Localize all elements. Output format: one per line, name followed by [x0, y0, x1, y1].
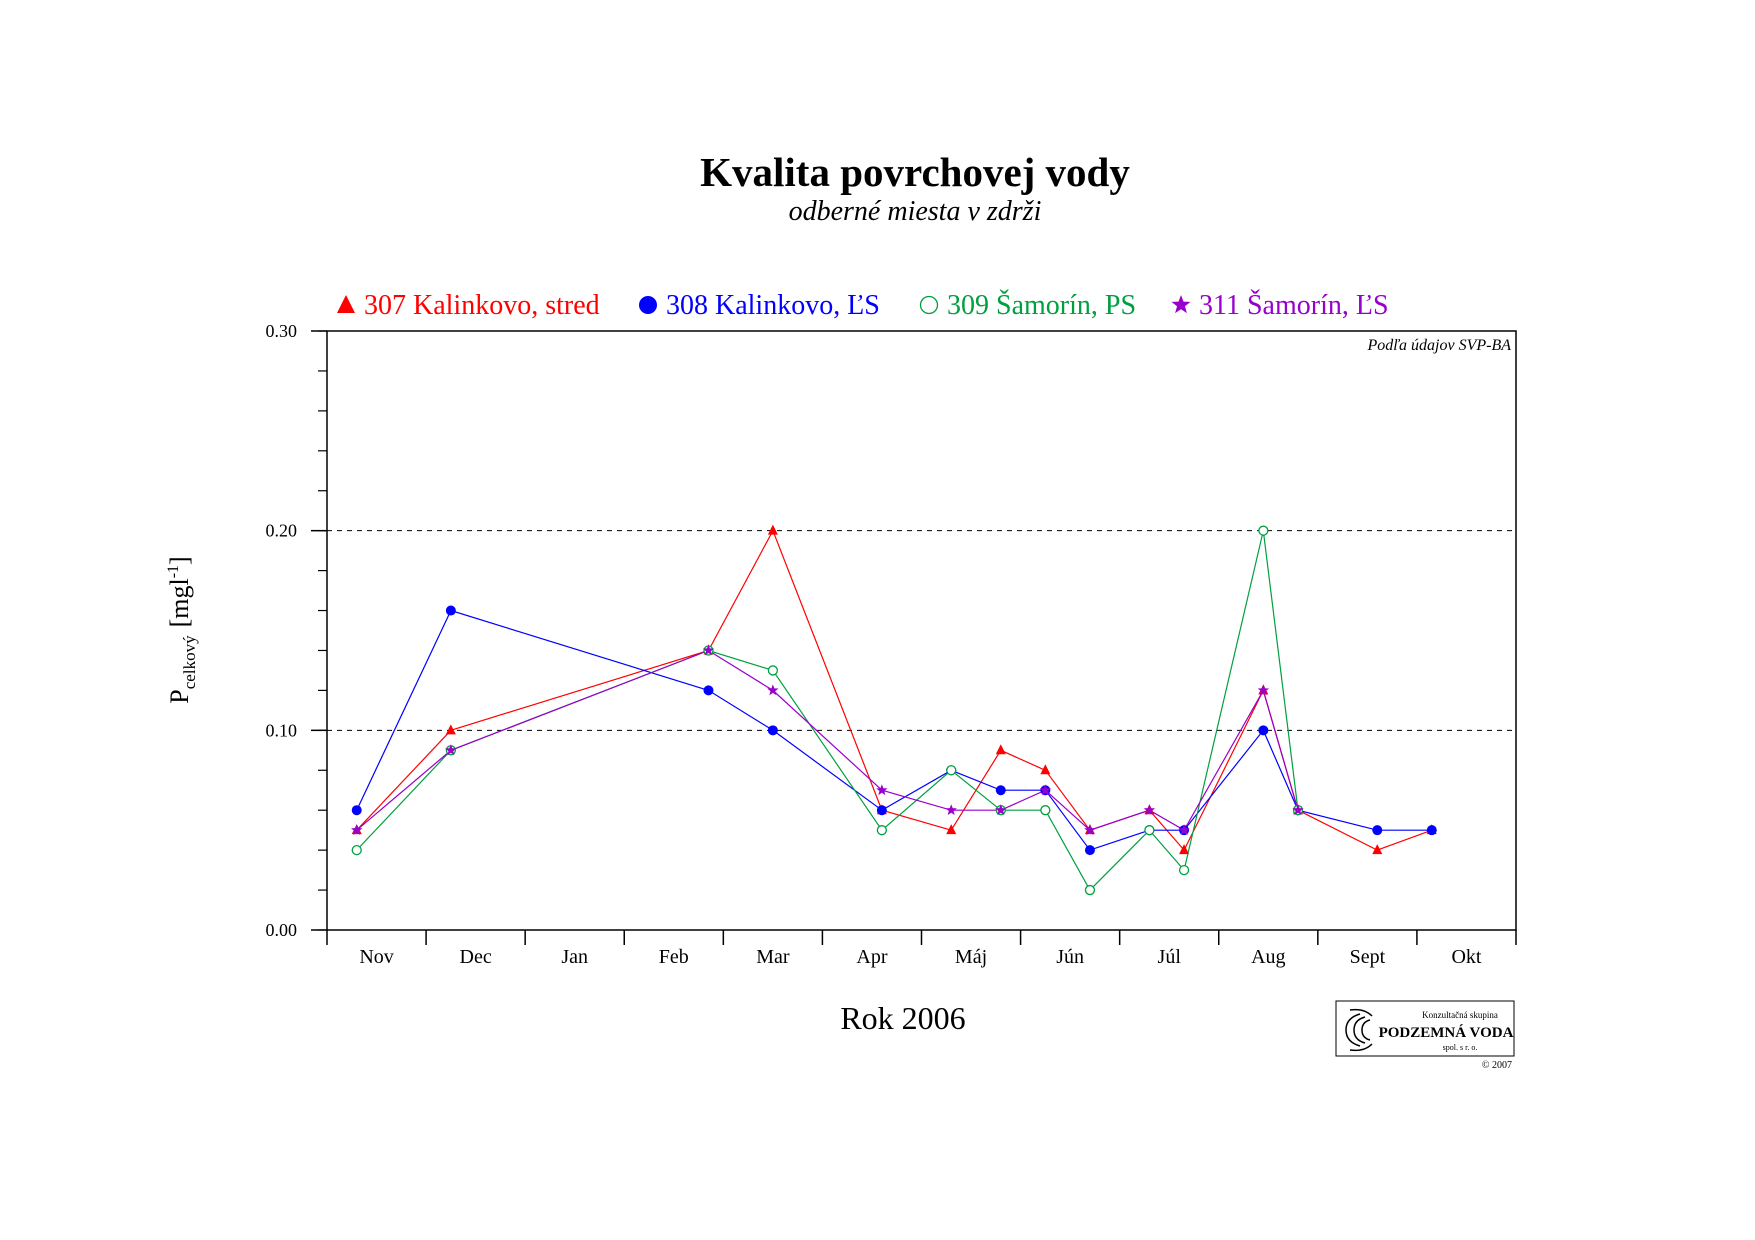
grid-layer [327, 530, 1516, 731]
y-tick-label: 0.00 [266, 920, 298, 940]
data-point-star [876, 784, 888, 796]
x-tick-label: Júl [1158, 946, 1182, 968]
chart-title: Kvalita povrchovej vody [700, 149, 1130, 195]
data-point-star [1292, 804, 1304, 816]
data-point-circle [445, 605, 456, 616]
y-axis-label: Pcelkový [mgl-1] [165, 556, 199, 703]
logo-line3: spol. s r. o. [1443, 1043, 1478, 1052]
x-tick-label: Dec [460, 946, 492, 968]
x-tick-label: Sept [1350, 946, 1386, 968]
y-label-unit: [mgl [165, 578, 194, 627]
data-point-open-circle [876, 825, 888, 836]
data-point-open-circle [1258, 525, 1269, 536]
data-point-star [1257, 684, 1270, 696]
y-tick-label: 0.10 [266, 720, 298, 740]
data-point-star [1171, 295, 1191, 314]
y-label-subscript: celkový [180, 635, 199, 689]
data-point-star [1143, 804, 1156, 816]
data-point-star [445, 744, 457, 756]
y-tick-label: 0.20 [266, 521, 298, 541]
data-point-circle [639, 296, 657, 314]
data-point-open-circle [946, 765, 957, 776]
data-point-triangle [1040, 764, 1051, 775]
series-lines [356, 529, 1433, 892]
data-point-star [351, 824, 363, 836]
y-label-unit-end: ] [165, 556, 194, 565]
series-line-3 [356, 649, 1299, 832]
data-point-star [767, 684, 779, 696]
data-point-star [945, 804, 957, 816]
data-point-circle [1258, 725, 1269, 736]
data-point-open-circle [1144, 825, 1155, 836]
legend-label: 311 Šamorín, ĽS [1199, 290, 1389, 321]
data-point-circle [703, 685, 714, 696]
y-tick-label: 0.30 [266, 321, 298, 341]
x-tick-label: Nov [359, 946, 393, 968]
y-label-unit-sup: -1 [165, 565, 182, 578]
series-line-2 [356, 530, 1299, 892]
legend-label: 307 Kalinkovo, stred [364, 290, 600, 321]
data-point-triangle [337, 295, 355, 313]
x-tick-label: Aug [1251, 946, 1285, 968]
x-tick-label: Okt [1451, 946, 1481, 968]
x-axis-label: Rok 2006 [840, 1000, 965, 1036]
data-point-circle [1426, 825, 1437, 836]
data-point-circle [995, 785, 1006, 796]
legend: 307 Kalinkovo, stred 308 Kalinkovo, ĽS 309… [337, 290, 1389, 321]
data-point-star [1084, 824, 1096, 836]
x-tick-label: Jún [1056, 946, 1084, 968]
plot-frame [326, 330, 1517, 931]
data-point-open-circle [1178, 864, 1190, 876]
data-point-open-circle [1040, 805, 1051, 816]
x-tick-label: Máj [955, 946, 987, 968]
x-tick-label: Mar [756, 946, 790, 968]
data-point-circle [876, 805, 887, 816]
legend-label: 308 Kalinkovo, ĽS [666, 290, 880, 321]
data-point-triangle [1372, 844, 1383, 855]
data-point-open-circle [919, 295, 939, 315]
data-point-open-circle [767, 665, 779, 676]
company-logo: Konzultačná skupina PODZEMNÁ VODA spol. … [1335, 1000, 1515, 1071]
data-point-star [995, 804, 1007, 816]
data-point-triangle [946, 824, 957, 835]
data-point-triangle [1179, 844, 1190, 855]
y-label-symbol: P [165, 689, 194, 703]
data-point-triangle [995, 744, 1006, 755]
series-markers [351, 524, 1437, 896]
source-note: Podľa údajov SVP-BA [1366, 337, 1511, 354]
x-tick-label: Feb [659, 946, 689, 968]
data-point-star [1039, 784, 1052, 796]
x-tick-label: Jan [561, 946, 588, 968]
data-point-circle [1084, 845, 1095, 856]
axes-layer: 0.00 0.10 0.20 0.30 Nov Dec Jan Feb Mar Apr Máj Jún… [266, 321, 1517, 968]
logo-emblem-icon [1345, 1008, 1373, 1052]
chart-subtitle: odberné miesta v zdrži [788, 196, 1042, 227]
series-line-0 [356, 529, 1433, 852]
x-tick-label: Apr [856, 946, 887, 968]
data-point-circle [767, 725, 778, 736]
data-point-circle [1372, 825, 1383, 836]
logo-line1: Konzultačná skupina [1422, 1010, 1498, 1020]
legend-label: 309 Šamorín, PS [947, 290, 1136, 321]
data-point-open-circle [1084, 884, 1096, 896]
data-point-triangle [767, 524, 778, 535]
data-point-star [702, 644, 715, 656]
data-point-circle [351, 805, 362, 816]
data-point-star [1178, 824, 1190, 836]
logo-line2: PODZEMNÁ VODA [1379, 1024, 1514, 1041]
logo-copyright: © 2007 [1482, 1060, 1512, 1071]
data-point-open-circle [351, 844, 362, 856]
data-point-triangle [445, 724, 456, 735]
